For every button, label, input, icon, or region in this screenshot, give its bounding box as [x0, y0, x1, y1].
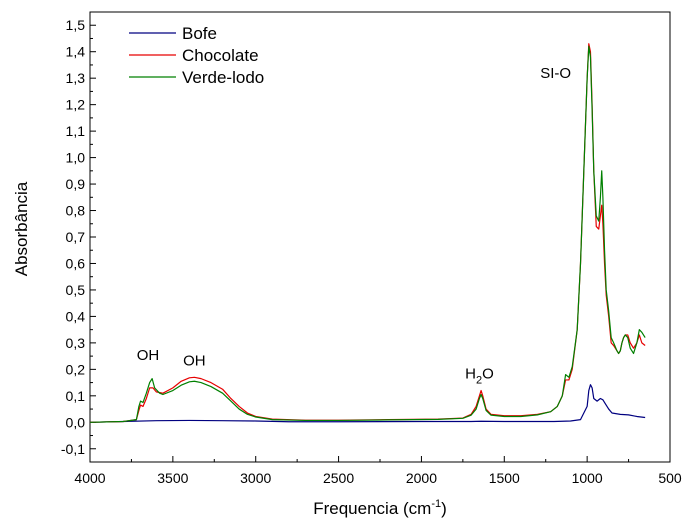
y-tick-label: -0,1 [61, 441, 85, 457]
y-tick-label: 1,5 [66, 17, 86, 33]
peak-label: OH [137, 347, 160, 364]
y-tick-label: 0,9 [66, 176, 86, 192]
y-tick-label: 0,7 [66, 229, 86, 245]
peak-label: H2O [465, 366, 494, 387]
x-tick-label: 3000 [240, 470, 271, 486]
peak-label-text-end: O [482, 366, 494, 383]
series-line-verde-lodo [89, 45, 646, 423]
y-tick-label: 0,2 [66, 361, 86, 377]
legend-label-chocolate: Chocolate [182, 46, 259, 65]
y-tick-label: 1,0 [66, 150, 86, 166]
peak-label-text: H [465, 366, 476, 383]
y-tick-label: 0,8 [66, 203, 86, 219]
peak-label-subscript: 2 [476, 375, 482, 387]
x-tick-label: 1000 [572, 470, 603, 486]
x-tick-label: 3500 [157, 470, 188, 486]
y-tick-label: 1,1 [66, 123, 86, 139]
x-tick-label: 500 [658, 470, 682, 486]
x-axis-title: Frequencia (cm-1) [313, 498, 447, 518]
x-axis-title-end: ) [441, 499, 447, 518]
y-axis-title: Absorbância [12, 181, 31, 276]
y-tick-label: 1,4 [66, 44, 86, 60]
y-tick-label: 0,4 [66, 308, 86, 324]
plot-border [89, 11, 671, 463]
peak-label: SI-O [540, 65, 571, 82]
legend: Bofe Chocolate Verde-lodo [129, 24, 264, 87]
y-tick-label: 0,6 [66, 255, 86, 271]
y-tick-label: 0,1 [66, 388, 86, 404]
x-axis-title-main: Frequencia (cm [313, 499, 431, 518]
y-tick-label: 0,5 [66, 282, 86, 298]
y-tick-label: 0,0 [66, 414, 86, 430]
y-tick-label: 1,3 [66, 70, 86, 86]
y-tick-label: 0,3 [66, 335, 86, 351]
x-tick-label: 2500 [323, 470, 354, 486]
y-tick-label: 1,2 [66, 97, 86, 113]
plot-frame [89, 11, 671, 463]
legend-label-bofe: Bofe [182, 24, 217, 43]
peak-label: OH [183, 352, 206, 369]
x-tick-label: 4000 [74, 470, 105, 486]
legend-label-verde-lodo: Verde-lodo [182, 68, 264, 87]
series-line-bofe [89, 384, 646, 423]
x-tick-label: 2000 [406, 470, 437, 486]
x-axis-ticks: 4000 3500 3000 2500 2000 1500 1000 500 [74, 456, 682, 486]
series-lines [89, 43, 646, 423]
series-line-chocolate [89, 43, 646, 423]
y-axis-ticks: -0,1 0,0 0,1 0,2 0,3 0,4 0,5 0,6 0,7 0,8 0,9 1,0 1,1… [61, 17, 96, 457]
x-axis-title-superscript: -1 [431, 498, 441, 510]
x-tick-label: 1500 [489, 470, 520, 486]
